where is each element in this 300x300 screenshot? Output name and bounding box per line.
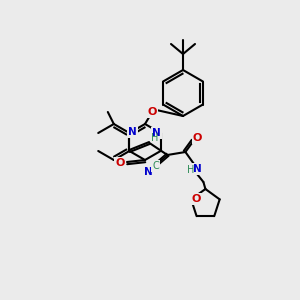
Text: O: O xyxy=(147,107,157,117)
Text: N: N xyxy=(152,128,161,138)
Text: C: C xyxy=(152,161,159,171)
Text: N: N xyxy=(128,127,137,137)
Text: H: H xyxy=(187,165,194,175)
Text: N: N xyxy=(144,167,153,177)
Text: O: O xyxy=(191,194,201,204)
Text: H: H xyxy=(151,133,158,143)
Text: O: O xyxy=(193,133,202,143)
Text: N: N xyxy=(193,164,202,174)
Text: O: O xyxy=(115,158,125,168)
